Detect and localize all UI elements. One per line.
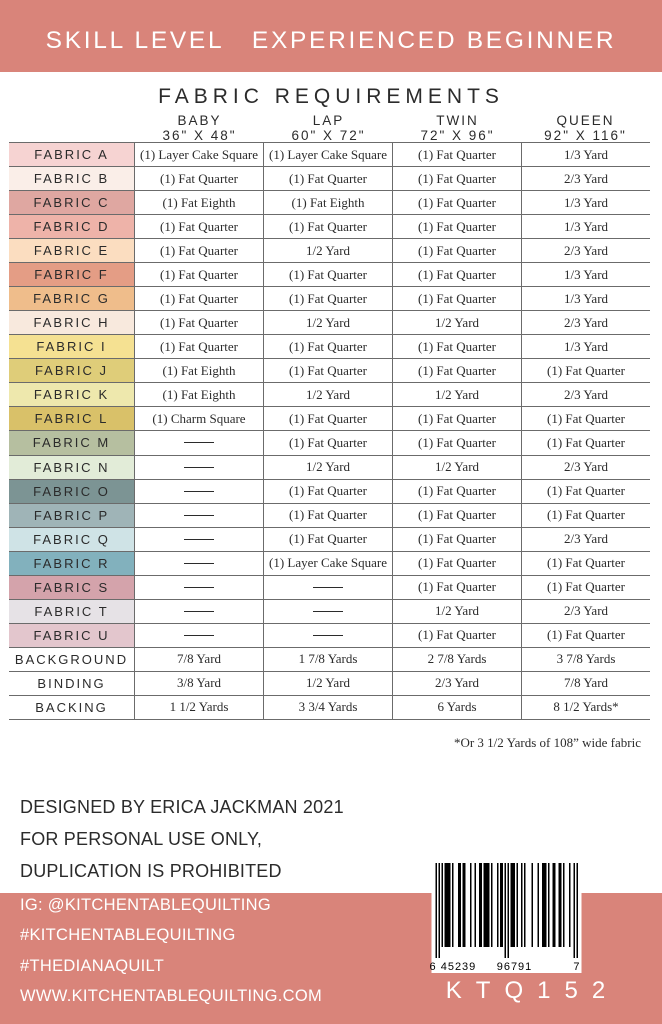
svg-text:7: 7 xyxy=(573,961,579,973)
svg-text:6: 6 xyxy=(430,961,436,973)
svg-text:96791: 96791 xyxy=(497,961,533,973)
svg-text:45239: 45239 xyxy=(441,961,477,973)
